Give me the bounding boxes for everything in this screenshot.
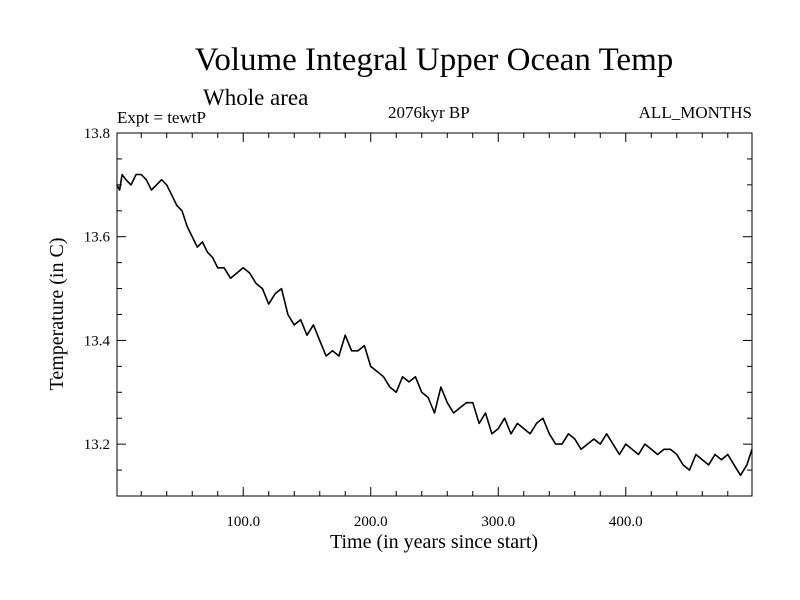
temperature-series-line [116,173,753,477]
x-tick-label: 200.0 [354,514,388,530]
experiment-label: Expt = tewtP [117,108,206,127]
y-axis-label: Temperature (in C) [46,238,68,391]
months-label: ALL_MONTHS [638,103,752,122]
y-tick-label: 13.2 [84,437,110,453]
plot-frame [116,132,753,497]
axis-ticks [117,132,752,496]
x-tick-label: 100.0 [226,514,260,530]
chart-title: Volume Integral Upper Ocean Temp [194,42,674,78]
x-axis-label: Time (in years since start) [330,531,538,553]
y-tick-label: 13.8 [84,126,110,142]
period-label: 2076kyr BP [388,103,470,122]
tick-labels: 100.0 200.0 300.0 400.0 13.2 13.4 13.6 13.8 [84,126,643,530]
x-tick-label: 300.0 [481,514,515,530]
y-tick-label: 13.4 [84,333,111,349]
chart-subtitle: Whole area [203,85,309,110]
x-tick-label: 400.0 [609,514,643,530]
y-tick-label: 13.6 [84,230,111,246]
